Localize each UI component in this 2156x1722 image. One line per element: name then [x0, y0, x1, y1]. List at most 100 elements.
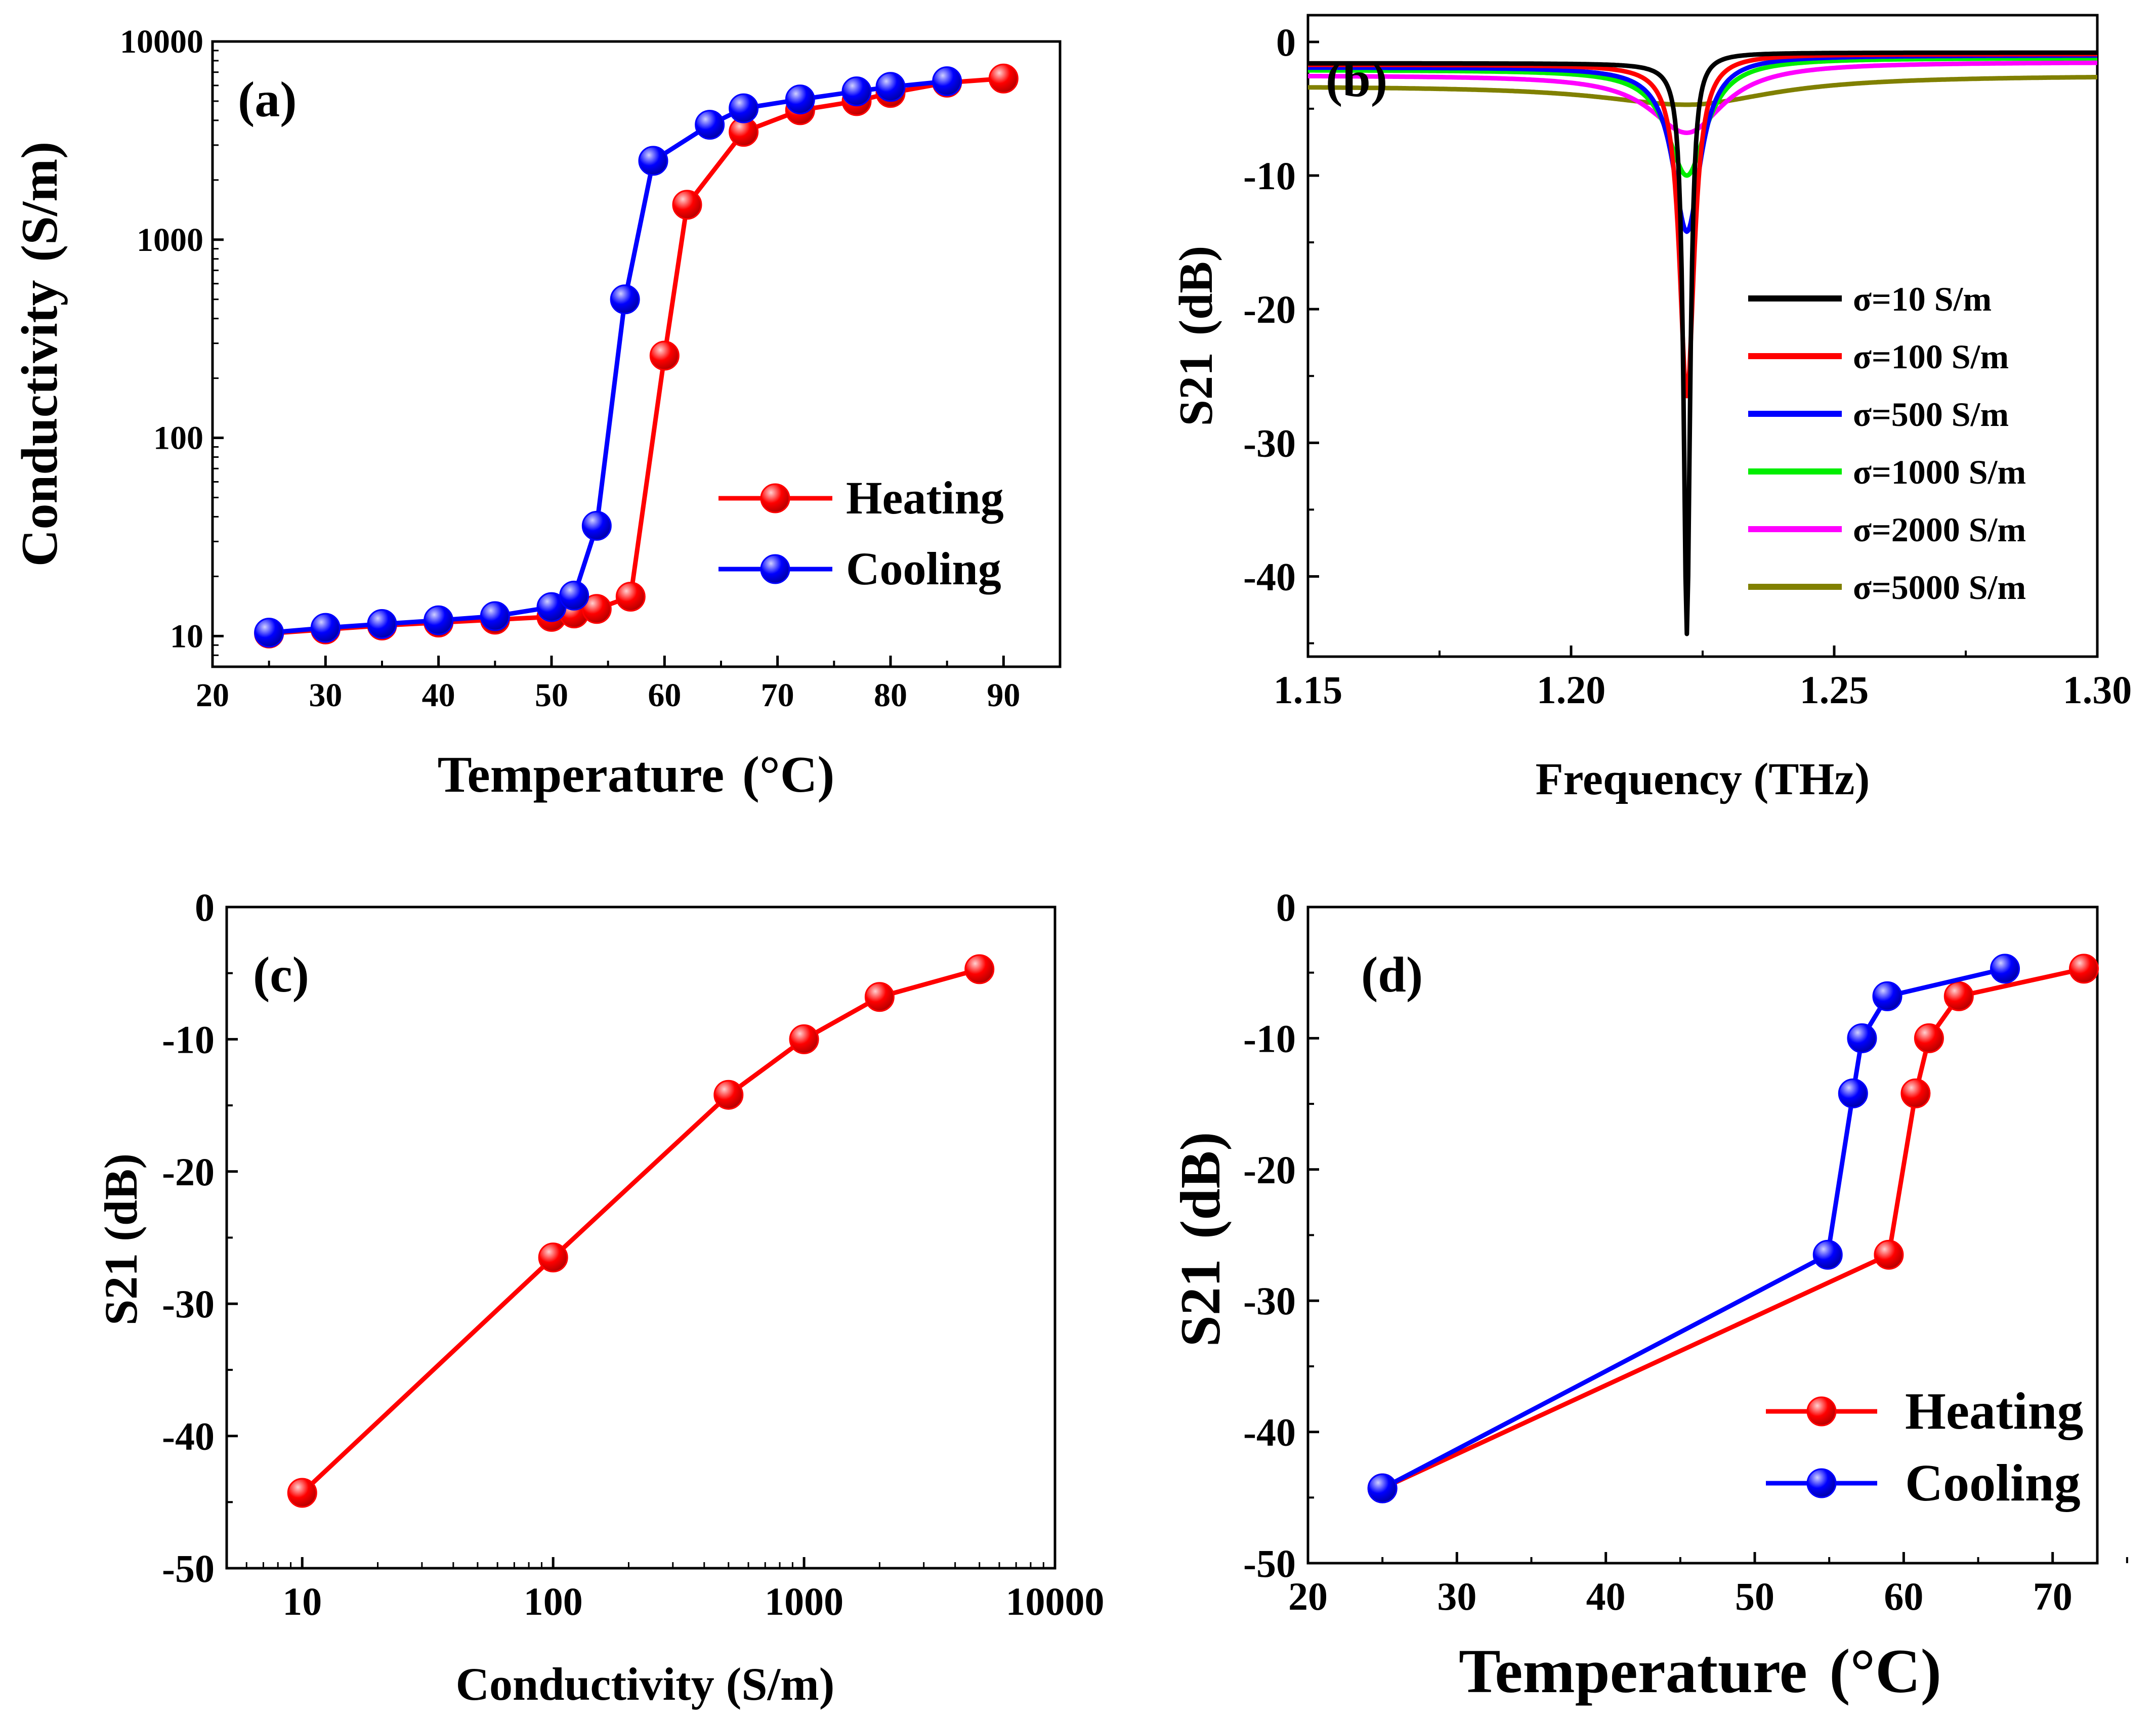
panel-d-cooling-point	[1990, 954, 2020, 984]
panel-a-y-axis-label: Conductivity (S/m)	[11, 142, 68, 567]
panel-c-label: (c)	[253, 946, 309, 1003]
panel-c-y-axis-label: S21 (dB)	[95, 1153, 147, 1325]
panel-b-x-tick-label: 1.25	[1800, 668, 1869, 712]
panel-d-heating-point	[2069, 954, 2099, 984]
panel-a-y-tick-label: 10	[170, 618, 203, 655]
panel-c-y-axis-title: S21 (dB)	[95, 1153, 147, 1325]
panel-a-legend-cooling-marker	[760, 554, 790, 584]
panel-a-legend-heating-marker	[760, 483, 790, 513]
panel-a-x-axis-label: Temperature (°C)	[438, 746, 835, 803]
panel-d-x-axis-label: Temperature (°C)	[1459, 1637, 1941, 1706]
panel-c-x-axis-label: Conductivity (S/m)	[456, 1658, 835, 1710]
panel-a-heating-point	[581, 594, 612, 624]
panel-a-heating-point	[649, 340, 680, 371]
panel-c-series-line	[301, 967, 980, 1495]
panel-a-legend: Heating Cooling	[718, 472, 1004, 594]
panel-b-x-axis-title: Frequency (THz)	[1536, 754, 1870, 804]
panel-d-heating-point	[1900, 1078, 1931, 1108]
panel-b-legend-text-1: σ=100 S/m	[1853, 337, 2009, 376]
panel-b-x-axis-label: Frequency (THz)	[1536, 754, 1870, 804]
panel-d-cooling-point	[1847, 1023, 1877, 1053]
panel-b-legend: σ=10 S/m σ=100 S/m σ=500 S/m σ=1000 S/m σ=20…	[1748, 280, 2026, 607]
panel-a-cooling-point	[875, 72, 906, 102]
panel-d-x-tick-label: 60	[1884, 1574, 1923, 1618]
panel-d-legend-cooling-text: Cooling	[1905, 1454, 2081, 1512]
panel-a-x-tick-label: 30	[309, 677, 342, 714]
panel-d-x-tick-label: 20	[1288, 1574, 1328, 1618]
panel-a-x-tick-label: 60	[648, 677, 681, 714]
panel-b-legend-text-0: σ=10 S/m	[1853, 280, 1992, 318]
panel-a: 20 30 40 50 60 70 80 90 10 100 1000 10000 (a) Heating…	[11, 23, 1062, 803]
panel-a-x-tick-label: 50	[535, 677, 568, 714]
panel-a-legend-heating-text: Heating	[846, 472, 1004, 524]
panel-c-point	[789, 1024, 819, 1054]
panel-c-x-tick-label: 10	[282, 1579, 322, 1623]
panel-b-y-axis-unit: (dB)	[1170, 246, 1222, 336]
panel-d-y-tick-label: -10	[1243, 1016, 1296, 1060]
panel-d-heating-point	[1943, 981, 1974, 1011]
panel-c-y-tick-label: -30	[162, 1282, 215, 1326]
panel-d-cooling-point	[1872, 981, 1903, 1011]
panel-b-y-tick-label: -30	[1243, 421, 1296, 465]
panel-a-heating-point	[988, 63, 1019, 94]
panel-a-x-axis-unit: (°C)	[742, 746, 834, 803]
panel-a-plot-frame	[211, 40, 1062, 668]
panel-a-cooling-point	[559, 580, 589, 611]
panel-d-y-tick-label: -20	[1243, 1148, 1296, 1192]
panel-c-point	[713, 1080, 744, 1110]
panel-d-legend: Heating Cooling	[1766, 1382, 2083, 1512]
panel-d-y-tick-label: -50	[1243, 1541, 1296, 1585]
panel-b-series-5-line	[1307, 75, 2098, 107]
panel-a-cooling-point	[610, 284, 640, 315]
panel-a-label: (a)	[238, 71, 297, 127]
panel-b-y-axis-title: S21	[1170, 352, 1222, 426]
panel-b-y-tick-label: -20	[1243, 287, 1296, 331]
panel-d-x-tick-label: 40	[1586, 1574, 1626, 1618]
panel-a-cooling-point	[310, 613, 341, 643]
panel-b: 1.15 1.20 1.25 1.30 0 -10 -20 -30 -40 (b) σ=10 S/m…	[1170, 14, 2132, 804]
panel-c-point	[287, 1478, 317, 1508]
panel-a-x-axis-title: Temperature	[438, 746, 725, 803]
panel-a-heating-point	[615, 581, 646, 612]
panel-a-legend-cooling-text: Cooling	[846, 543, 1001, 594]
panel-b-y-axis-label: S21 (dB)	[1170, 246, 1222, 426]
panel-d-x-tick-label: 50	[1735, 1574, 1774, 1618]
panel-d: 20 30 40 50 60 70 0 -10 -20 -30 -40 -50 (d) Heating Co…	[1169, 885, 2128, 1706]
panel-a-cooling-point	[254, 618, 284, 648]
panel-c-y-tick-label: 0	[195, 885, 215, 929]
panel-b-x-tick-label: 1.20	[1537, 668, 1606, 712]
panel-d-y-axis-label: S21 (dB)	[1169, 1132, 1232, 1347]
panel-d-x-tick-label: 70	[2033, 1574, 2073, 1618]
panel-d-cooling-point	[1812, 1239, 1843, 1270]
panel-d-cooling-line	[1381, 966, 2006, 1491]
panel-c-point	[964, 954, 995, 984]
panel-d-legend-cooling-marker	[1806, 1468, 1837, 1498]
panel-a-cooling-point	[424, 605, 454, 635]
panel-a-y-tick-label: 100	[153, 420, 203, 457]
panel-c-x-tick-label: 100	[524, 1579, 583, 1623]
panel-b-legend-text-3: σ=1000 S/m	[1853, 453, 2026, 491]
panel-a-cooling-line	[269, 79, 948, 635]
panel-d-label: (d)	[1361, 946, 1423, 1003]
panel-b-x-tick-label: 1.15	[1274, 668, 1343, 712]
panel-d-y-axis-title: S21	[1169, 1259, 1232, 1347]
panel-a-x-tick-label: 70	[761, 677, 794, 714]
panel-a-y-axis-unit: (S/m)	[11, 142, 68, 262]
panel-d-y-axis-unit: (dB)	[1169, 1132, 1232, 1239]
panel-b-legend-text-4: σ=2000 S/m	[1853, 510, 2026, 549]
panel-a-y-axis-title: Conductivity	[11, 280, 68, 567]
panel-c: 10 100 1000 10000 0 -10 -20 -30 -40 -50 (c) S21 (dB…	[95, 885, 1105, 1710]
panel-b-plot-frame	[1306, 14, 2099, 658]
panel-d-y-tick-label: 0	[1276, 885, 1296, 929]
panel-d-cooling-point	[1838, 1078, 1868, 1108]
panel-d-heating-point	[1914, 1023, 1944, 1053]
panel-a-x-tick-label: 40	[422, 677, 455, 714]
panel-c-y-tick-label: -40	[162, 1414, 215, 1458]
panel-b-label: (b)	[1326, 51, 1387, 107]
panel-d-x-tick-label: 30	[1437, 1574, 1476, 1618]
panel-a-x-tick-label: 80	[874, 677, 907, 714]
panel-b-legend-text-2: σ=500 S/m	[1853, 395, 2009, 434]
panel-a-heating-point	[672, 190, 702, 220]
panel-d-legend-heating-text: Heating	[1905, 1382, 2083, 1440]
